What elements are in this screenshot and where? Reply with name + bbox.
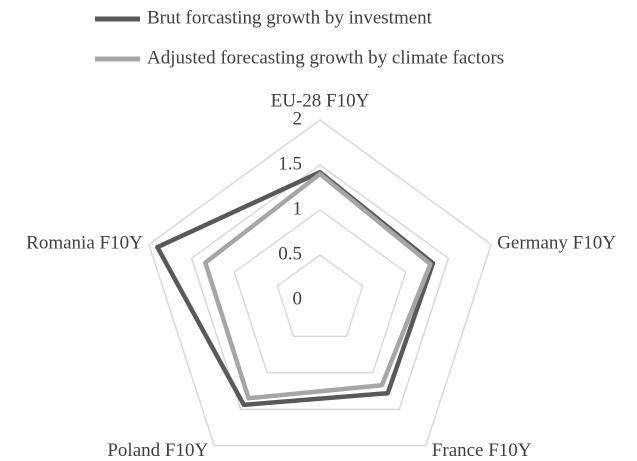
r-tick-label: 2	[293, 108, 303, 129]
r-tick-label: 0.5	[278, 243, 302, 264]
category-label: Romania F10Y	[26, 233, 143, 254]
r-tick-label: 1.5	[278, 153, 302, 174]
grid-ring	[190, 164, 450, 410]
category-label: Germany F10Y	[497, 233, 616, 254]
grid-ring	[147, 119, 493, 447]
r-tick-label: 1	[293, 198, 303, 219]
category-label: Poland F10Y	[107, 440, 208, 461]
r-tick-label: 0	[293, 288, 303, 309]
grid-ring	[233, 209, 407, 374]
series-line	[203, 171, 433, 401]
legend-label: Brut forcasting growth by investment	[147, 7, 433, 28]
grid-ring	[276, 254, 364, 338]
legend-label: Adjusted forecasting growth by climate f…	[147, 47, 504, 68]
category-label: France F10Y	[432, 440, 532, 461]
category-label: EU-28 F10Y	[271, 90, 370, 111]
